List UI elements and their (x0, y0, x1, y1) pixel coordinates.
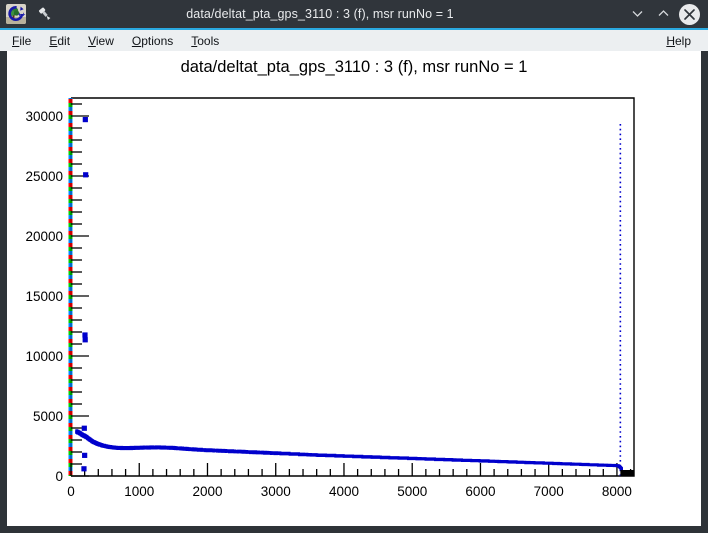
menu-item-help[interactable]: Help (666, 33, 691, 48)
menu-item-options[interactable]: Options (131, 33, 174, 48)
y-tick-label: 15000 (25, 289, 63, 304)
y-tick-label: 5000 (33, 409, 63, 424)
y-tick-label: 10000 (25, 349, 63, 364)
x-tick-label: 2000 (192, 484, 222, 499)
menu-item-file[interactable]: File (12, 33, 32, 48)
data-outlier-marker (81, 466, 87, 472)
x-tick-label: 7000 (534, 484, 564, 499)
data-outlier-marker (82, 337, 88, 343)
menu-bar: File Edit View Options Tools Help (0, 28, 708, 51)
menu-item-tools[interactable]: Tools (191, 33, 220, 48)
data-outlier-marker (83, 172, 89, 178)
y-tick-label: 25000 (25, 169, 63, 184)
data-outlier-marker (81, 425, 87, 431)
root-cpp-icon: ++ (6, 4, 26, 24)
x-tick-label: 3000 (261, 484, 291, 499)
data-outlier-marker (82, 452, 88, 458)
x-tick-label: 8000 (602, 484, 632, 499)
pin-icon[interactable] (36, 5, 54, 23)
close-icon (678, 3, 700, 25)
data-outlier-marker (82, 332, 88, 338)
chevron-up-icon (658, 8, 669, 19)
minimize-button[interactable] (624, 1, 650, 27)
x-tick-label: 5000 (397, 484, 427, 499)
x-tick-label: 6000 (465, 484, 495, 499)
plot-graph: 0 5000 10000 15000 20000 25000 30000 0 1000 2000 3… (25, 97, 635, 499)
plot-title: data/deltat_pta_gps_3110 : 3 (f), msr ru… (180, 58, 528, 76)
y-tick-label: 30000 (25, 109, 63, 124)
window-title: data/deltat_pta_gps_3110 : 3 (f), msr ru… (186, 7, 454, 21)
x-tick-label: 1000 (124, 484, 154, 499)
x-tick-label: 0 (67, 484, 75, 499)
data-series-markers (75, 429, 624, 471)
plot-canvas[interactable]: data/deltat_pta_gps_3110 : 3 (f), msr ru… (7, 51, 701, 526)
menu-item-view[interactable]: View (88, 33, 114, 48)
baseline-black-segment (620, 470, 634, 476)
plot-frame (71, 97, 635, 477)
y-tick-label: 20000 (25, 229, 63, 244)
chevron-down-icon (632, 8, 643, 19)
y-axis-line (68, 98, 73, 476)
x-tick-label: 4000 (329, 484, 359, 499)
menu-item-edit[interactable]: Edit (49, 33, 71, 48)
maximize-button[interactable] (650, 1, 676, 27)
data-outlier-marker (82, 117, 88, 123)
svg-text:++: ++ (18, 11, 26, 18)
y-tick-label: 0 (55, 469, 63, 484)
close-button[interactable] (676, 1, 702, 27)
title-bar: ++ data/deltat_pta_gps_3110 : 3 (f), msr… (0, 0, 708, 28)
